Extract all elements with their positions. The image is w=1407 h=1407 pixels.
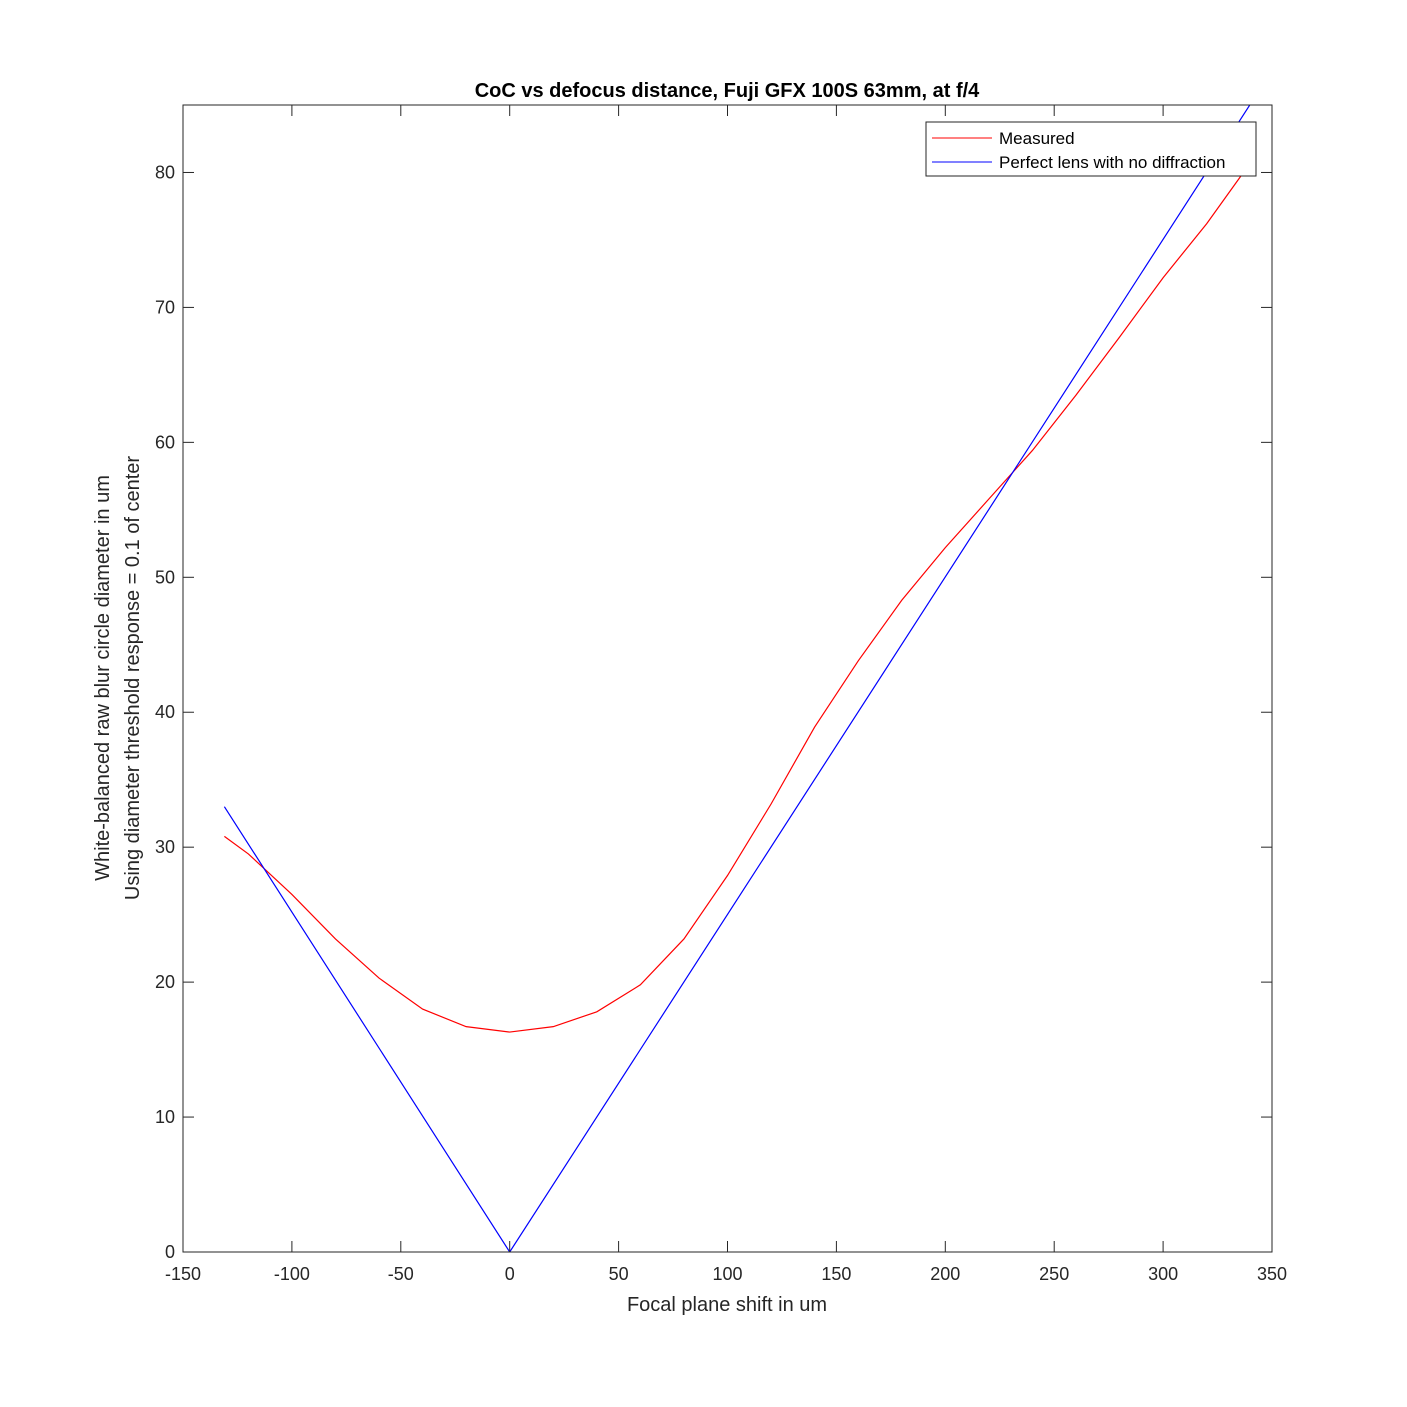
- series-line-perfect-lens: [223, 105, 1251, 1252]
- x-tick-label: 0: [505, 1264, 515, 1284]
- y-tick-label: 10: [155, 1107, 175, 1127]
- y-tick-label: 20: [155, 972, 175, 992]
- y-tick-label: 30: [155, 837, 175, 857]
- x-tick-label: 200: [930, 1264, 960, 1284]
- y-tick-label: 60: [155, 432, 175, 452]
- x-tick-label: 100: [712, 1264, 742, 1284]
- legend: Measured Perfect lens with no diffractio…: [925, 121, 1257, 177]
- y-axis-label-line-1: White-balanced raw blur circle diameter …: [92, 475, 114, 881]
- legend-label-perfect-lens: Perfect lens with no diffraction: [999, 153, 1225, 172]
- y-tick-label: 0: [165, 1242, 175, 1262]
- x-tick-label: 350: [1257, 1264, 1287, 1284]
- x-axis-label: Focal plane shift in um: [627, 1294, 827, 1316]
- x-tick-label: 150: [821, 1264, 851, 1284]
- y-axis-label-line-2: Using diameter threshold response = 0.1 …: [122, 456, 144, 900]
- x-tick-label: -100: [274, 1264, 310, 1284]
- x-tick-label: -150: [165, 1264, 201, 1284]
- series-layer: [223, 105, 1251, 1252]
- y-tick-label: 40: [155, 702, 175, 722]
- legend-box: [925, 121, 1257, 177]
- x-tick-label: 250: [1039, 1264, 1069, 1284]
- chart-title: CoC vs defocus distance, Fuji GFX 100S 6…: [475, 80, 980, 102]
- x-tick-label: 50: [609, 1264, 629, 1284]
- y-tick-label: 80: [155, 162, 175, 182]
- y-tick-label: 50: [155, 567, 175, 587]
- x-tick-label: -50: [388, 1264, 414, 1284]
- y-tick-label: 70: [155, 297, 175, 317]
- x-tick-label: 300: [1148, 1264, 1178, 1284]
- y-axis: 0 10 20 30 40 50 60 70 80: [155, 162, 1272, 1262]
- x-axis: -150 -100 -50 0 50 100 150 200 250 300 350: [165, 105, 1287, 1284]
- legend-label-measured: Measured: [999, 129, 1075, 148]
- plot-background: [183, 105, 1272, 1252]
- series-line-measured: [224, 162, 1251, 1033]
